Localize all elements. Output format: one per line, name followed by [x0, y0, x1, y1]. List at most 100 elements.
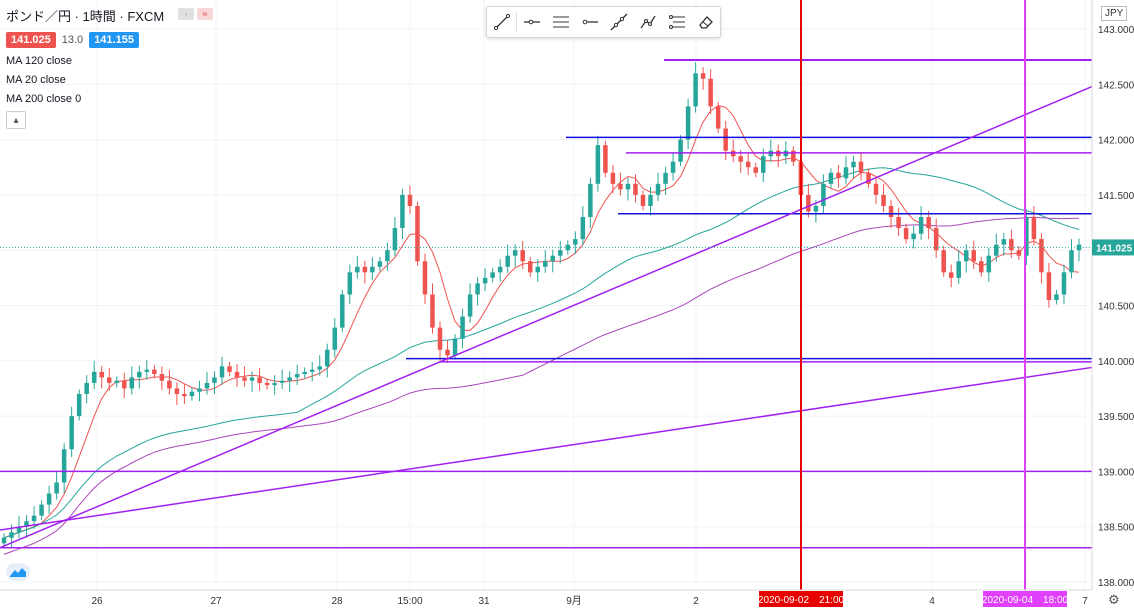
polyline-icon[interactable]	[633, 7, 662, 37]
last-price-badge	[1092, 239, 1134, 256]
candle-body	[332, 327, 338, 350]
candle-body	[46, 493, 52, 505]
candle-body	[249, 377, 255, 381]
ray-icon[interactable]	[517, 7, 546, 37]
candle-body	[1, 537, 7, 544]
candles	[1, 62, 1082, 548]
candle-body	[324, 349, 330, 367]
data-status-icon[interactable]: ≈	[197, 8, 213, 20]
candle-body	[482, 277, 488, 284]
extended-line-icon[interactable]	[604, 7, 633, 37]
candle-body	[294, 374, 300, 378]
candle-body	[309, 369, 315, 372]
candle-body	[994, 244, 999, 256]
candle-body	[963, 250, 969, 262]
candle-body	[888, 205, 894, 218]
candle-body	[543, 261, 548, 267]
symbol-title[interactable]: ポンド／円 · 1時間 · FXCM	[6, 9, 165, 24]
crosshair-time-label: 2020-09-04 18:00	[982, 595, 1069, 606]
candle-body	[625, 183, 631, 190]
candle-body	[761, 156, 766, 173]
candle-body	[1031, 217, 1037, 240]
candle-body	[242, 377, 247, 381]
drawings	[0, 0, 1093, 590]
currency-label[interactable]: JPY	[1101, 6, 1128, 21]
candle-body	[881, 194, 886, 206]
drawing-toolbar	[486, 6, 721, 38]
candle-body	[392, 228, 398, 251]
crosshair-time-label: 2020-09-02 21:00	[758, 595, 845, 606]
trend-line-icon[interactable]	[487, 7, 516, 37]
candle-body	[452, 338, 458, 356]
indicator-ma200[interactable]: MA 200 close 0	[6, 93, 82, 105]
tradingview-logo-icon[interactable]	[6, 563, 30, 581]
gear-icon[interactable]: ⚙	[1108, 592, 1120, 607]
candle-body	[670, 161, 676, 173]
fib-icon[interactable]	[662, 7, 691, 37]
candle-body	[971, 250, 977, 262]
candle-body	[738, 156, 743, 162]
candle-body	[896, 217, 901, 229]
candle-body	[700, 73, 706, 79]
candle-body	[745, 161, 751, 168]
candle-body	[264, 382, 270, 386]
candle-body	[490, 272, 495, 278]
candle-body	[986, 255, 992, 273]
candle-body	[813, 205, 819, 212]
indicator-status-icons: ◦ ≈	[178, 8, 213, 20]
candle-body	[828, 172, 834, 184]
candle-body	[257, 377, 262, 383]
candle-body	[941, 250, 946, 273]
candle-body	[663, 172, 668, 184]
candle-body	[475, 283, 480, 295]
trend-line-upper	[0, 85, 1093, 549]
price-tick-label: 138.000	[1098, 578, 1134, 589]
candle-body	[9, 532, 14, 538]
price-axis[interactable]: 143.000142.500142.000141.500141.000140.5…	[1098, 25, 1134, 589]
indicator-ma120[interactable]: MA 120 close	[6, 55, 73, 67]
price-tick-label: 138.500	[1098, 523, 1134, 534]
buy-price[interactable]: 141.155	[89, 32, 139, 48]
trend-line-lower	[0, 366, 1093, 531]
candle-body	[106, 377, 112, 383]
candle-body	[753, 167, 759, 173]
candle-body	[167, 380, 172, 389]
indicator-ma20[interactable]: MA 20 close	[6, 74, 66, 86]
market-status-icon[interactable]: ◦	[178, 8, 194, 20]
candle-body	[377, 261, 383, 267]
plot-area[interactable]	[0, 0, 1092, 590]
candle-body	[189, 391, 195, 397]
candle-body	[204, 382, 210, 389]
candle-body	[1016, 250, 1022, 256]
time-tick-label: 7	[1082, 596, 1088, 607]
candle-body	[693, 73, 698, 107]
candle-body	[347, 272, 353, 295]
crosshair-time-badge	[983, 591, 1067, 607]
candle-body	[595, 145, 601, 184]
candle-body	[122, 380, 127, 389]
candle-body	[84, 382, 89, 394]
candle-body	[1061, 272, 1067, 295]
parallel-channel-icon[interactable]	[546, 7, 575, 37]
candle-body	[197, 388, 202, 392]
candle-body	[445, 349, 450, 356]
candle-body	[708, 78, 713, 107]
candle-body	[618, 183, 623, 190]
candle-body	[655, 183, 661, 195]
sell-price[interactable]: 141.025	[6, 32, 56, 48]
horizontal-ray-icon[interactable]	[575, 7, 604, 37]
candle-body	[279, 380, 285, 383]
candle-body	[512, 250, 518, 256]
candle-body	[535, 266, 540, 273]
candle-body	[918, 217, 924, 234]
candle-body	[317, 366, 322, 370]
time-axis[interactable]: 26 27 28 15:00 31 9月 2 4 7	[91, 595, 1088, 607]
crosshair-time-badge	[759, 591, 843, 607]
candle-body	[933, 228, 939, 251]
candle-body	[24, 521, 29, 527]
collapse-legend-button[interactable]: ▴	[6, 111, 26, 129]
eraser-icon[interactable]	[691, 7, 720, 37]
candle-body	[806, 194, 811, 212]
candle-body	[979, 261, 984, 273]
